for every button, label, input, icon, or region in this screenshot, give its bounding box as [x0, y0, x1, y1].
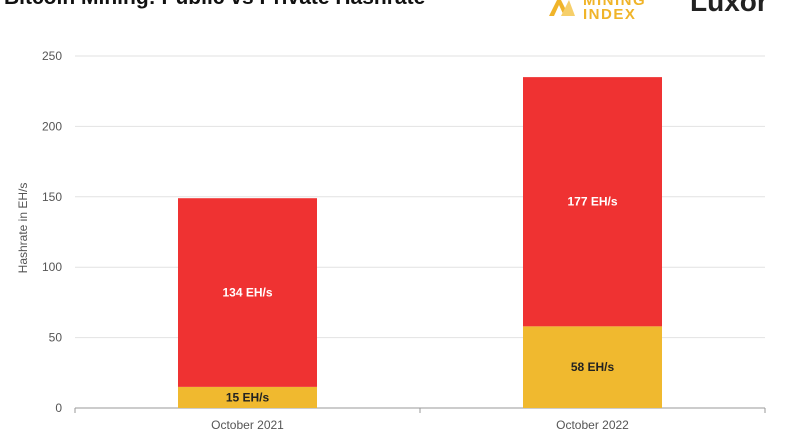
y-tick-label: 150: [42, 190, 62, 204]
bar-private-0: [178, 198, 317, 387]
x-tick-label: October 2021: [211, 418, 284, 432]
x-tick-labels: October 2021 October 2022: [211, 418, 629, 432]
mining-index-logo-bottom: INDEX: [583, 6, 637, 23]
bar-private-1: [523, 77, 662, 327]
x-tick-label: October 2022: [556, 418, 629, 432]
mining-index-logo-text: MINING INDEX: [583, 0, 646, 22]
mining-index-logo-top: MINING: [583, 0, 647, 9]
y-tick-label: 0: [55, 401, 62, 415]
y-tick-label: 250: [42, 49, 62, 63]
mining-index-mark-icon: [549, 0, 575, 16]
mining-index-logo: MINING INDEX: [547, 0, 646, 22]
luxor-logo: Luxor: [690, 0, 768, 17]
data-label-public-1: 58 EH/s: [571, 360, 615, 374]
y-tick-label: 100: [42, 260, 62, 274]
data-label-private-0: 134 EH/s: [222, 286, 272, 300]
bar-public-0: [178, 386, 317, 408]
bar-public-1: [523, 326, 662, 408]
data-label-private-1: 177 EH/s: [567, 195, 617, 209]
y-tick-labels: 0 50 100 150 200 250: [42, 49, 62, 415]
data-labels: 15 EH/s 134 EH/s 58 EH/s 177 EH/s: [222, 195, 617, 405]
chart-title: Bitcoin Mining: Public vs Private Hashra…: [4, 0, 425, 10]
y-tick-label: 200: [42, 119, 62, 133]
y-tick-label: 50: [49, 331, 63, 345]
y-axis-label: Hashrate in EH/s: [16, 183, 30, 274]
data-label-public-0: 15 EH/s: [226, 390, 270, 404]
bars: [178, 77, 662, 408]
